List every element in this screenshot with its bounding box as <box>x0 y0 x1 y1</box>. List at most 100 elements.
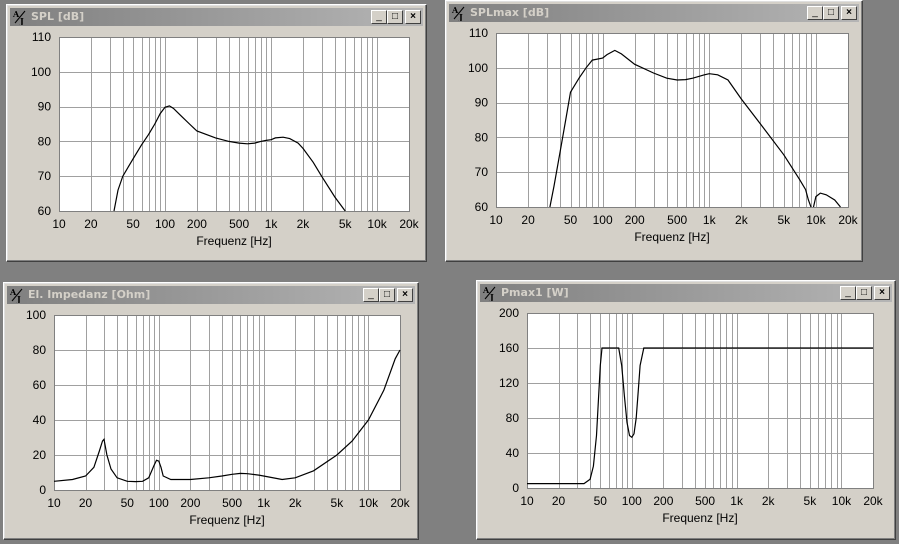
app-logo-icon: AJ <box>9 287 23 303</box>
y-tick-label: 110 <box>469 26 488 40</box>
x-tick-label: 100 <box>149 496 169 510</box>
window-title: El. Impedanz [Ohm] <box>28 288 151 301</box>
x-tick-label: 200 <box>653 494 673 508</box>
x-tick-label: 500 <box>222 496 242 510</box>
x-tick-label: 2k <box>735 213 749 227</box>
window-controls: _ □ × <box>840 286 890 300</box>
maximize-icon[interactable]: □ <box>856 286 872 300</box>
y-tick-label: 70 <box>475 165 489 179</box>
minimize-icon[interactable]: _ <box>363 288 379 302</box>
x-tick-label: 50 <box>121 496 135 510</box>
series-line <box>549 49 812 208</box>
x-tick-label: 200 <box>187 217 207 231</box>
impedance-window: A J El. Impedanz [Ohm] _ □ × 0 20 40 60 80 100 10 20 5… <box>3 282 419 540</box>
x-tick-label: 20k <box>838 213 858 227</box>
x-tick-label: 5k <box>777 213 791 227</box>
x-tick-label: 10 <box>52 217 66 231</box>
window-controls: _ □ × <box>807 6 857 20</box>
x-tick-label: 200 <box>180 496 200 510</box>
series-line <box>53 349 401 483</box>
x-tick-label: 10 <box>47 496 61 510</box>
y-tick-label: 60 <box>38 204 52 218</box>
pmax-window: A J Pmax1 [W] _ □ × 0 40 80 120 160 200 10 20 50 100 200… <box>476 280 896 540</box>
y-tick-label: 70 <box>38 169 52 183</box>
plot-frame <box>527 313 874 489</box>
close-icon[interactable]: × <box>405 10 421 24</box>
app-logo-icon: AJ <box>12 9 26 25</box>
svg-text:J: J <box>458 12 463 21</box>
x-tick-label: 20 <box>521 213 535 227</box>
y-tick-label: 200 <box>499 306 519 320</box>
maximize-icon[interactable]: □ <box>387 10 403 24</box>
close-icon[interactable]: × <box>841 6 857 20</box>
y-tick-label: 90 <box>475 96 489 110</box>
minimize-icon[interactable]: _ <box>371 10 387 24</box>
y-tick-label: 80 <box>475 130 489 144</box>
x-tick-label: 2k <box>762 494 776 508</box>
plot-frame <box>59 37 410 212</box>
x-tick-label: 20 <box>84 217 98 231</box>
x-tick-label: 1k <box>730 494 744 508</box>
window-title: SPL [dB] <box>31 10 85 23</box>
x-tick-label: 1k <box>257 496 271 510</box>
x-tick-label: 50 <box>594 494 608 508</box>
window-controls: _ □ × <box>363 288 413 302</box>
x-tick-label: 5k <box>339 217 353 231</box>
y-tick-label: 80 <box>33 343 47 357</box>
y-tick-label: 90 <box>38 100 52 114</box>
y-tick-label: 60 <box>475 200 489 214</box>
maximize-icon[interactable]: □ <box>823 6 839 20</box>
x-tick-label: 2k <box>289 496 303 510</box>
x-tick-label: 10k <box>806 213 826 227</box>
svg-text:A: A <box>451 5 459 15</box>
title-bar[interactable]: A J SPLmax [dB] _ □ × <box>449 4 859 22</box>
y-tick-label: 0 <box>39 483 46 497</box>
x-tick-label: 100 <box>155 217 175 231</box>
plot-frame <box>54 315 401 491</box>
chart: 0 20 40 60 80 100 10 20 50 100 200 500 1k 2k 5k 10k 20k F… <box>26 308 411 527</box>
close-icon[interactable]: × <box>397 288 413 302</box>
chart: 60 70 80 90 100 110 10 20 50 100 200 500 1k 2k 5k 10k 20… <box>468 26 859 244</box>
title-bar[interactable]: A J SPL [dB] _ □ × <box>10 8 423 26</box>
plot-area <box>54 315 400 490</box>
y-tick-label: 40 <box>33 413 47 427</box>
minimize-icon[interactable]: _ <box>840 286 856 300</box>
x-tick-label: 500 <box>695 494 715 508</box>
y-tick-label: 80 <box>506 411 520 425</box>
plot-area <box>527 313 873 488</box>
minimize-icon[interactable]: _ <box>807 6 823 20</box>
x-tick-label: 10k <box>367 217 387 231</box>
x-tick-label: 1k <box>703 213 717 227</box>
splmax-window: A J SPLmax [dB] _ □ × 60 70 80 90 100 110 10 20 50 100 2… <box>445 0 863 262</box>
y-tick-label: 80 <box>38 134 52 148</box>
x-tick-label: 500 <box>229 217 249 231</box>
x-axis-label: Frequenz [Hz] <box>662 511 737 525</box>
spl-window: A J SPL [dB] _ □ × 60 70 80 90 100 110 10 20 50 100 200 5… <box>6 4 427 262</box>
maximize-icon[interactable]: □ <box>379 288 395 302</box>
close-icon[interactable]: × <box>874 286 890 300</box>
x-tick-label: 20k <box>863 494 883 508</box>
window-title: SPLmax [dB] <box>470 6 550 19</box>
svg-text:A: A <box>12 9 20 19</box>
chart: 0 40 80 120 160 200 10 20 50 100 200 500 1k 2k 5k 10k 20… <box>499 306 884 525</box>
x-tick-label: 100 <box>593 213 613 227</box>
plot-area <box>496 33 848 207</box>
x-tick-label: 20 <box>552 494 566 508</box>
x-tick-label: 10 <box>520 494 534 508</box>
y-tick-label: 100 <box>26 308 46 322</box>
x-tick-label: 10k <box>359 496 379 510</box>
x-tick-label: 500 <box>667 213 687 227</box>
x-tick-label: 10 <box>489 213 503 227</box>
x-tick-label: 20k <box>390 496 410 510</box>
series-line-segment <box>812 192 841 208</box>
x-axis-label: Frequenz [Hz] <box>189 513 264 527</box>
title-bar[interactable]: A J El. Impedanz [Ohm] _ □ × <box>7 286 415 304</box>
x-tick-label: 5k <box>804 494 818 508</box>
title-bar[interactable]: A J Pmax1 [W] _ □ × <box>480 284 892 302</box>
y-tick-label: 110 <box>32 30 51 44</box>
plot-frame <box>496 33 849 208</box>
svg-text:A: A <box>9 287 17 297</box>
y-tick-label: 60 <box>33 378 47 392</box>
svg-text:J: J <box>16 294 21 303</box>
svg-text:A: A <box>482 285 490 295</box>
